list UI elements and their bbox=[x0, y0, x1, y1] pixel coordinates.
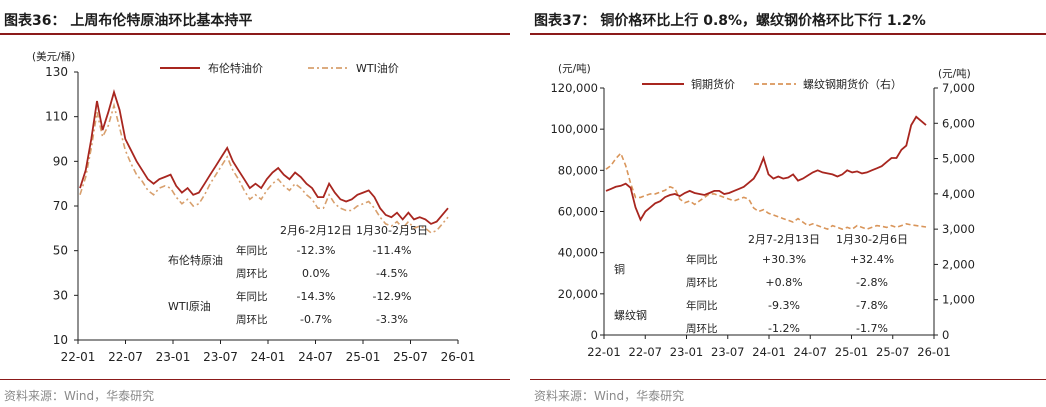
y-tick-label: 50 bbox=[53, 244, 68, 258]
table-cell: -2.8% bbox=[856, 276, 888, 289]
y-tick-label-left: 40,000 bbox=[558, 246, 598, 260]
x-tick-label: 25-07 bbox=[876, 345, 909, 359]
y-tick-label-right: 1,000 bbox=[942, 293, 975, 307]
copper-rebar-panel: 图表37： 铜价格环比上行 0.8%，螺纹钢价格环比下行 1.2% (元/吨)(… bbox=[530, 0, 1046, 407]
table-cell: -1.7% bbox=[856, 322, 888, 335]
x-tick-label: 23-07 bbox=[711, 345, 744, 359]
x-tick-label: 23-01 bbox=[670, 345, 703, 359]
legend-label-brent: 布伦特油价 bbox=[208, 61, 263, 75]
table-row-label: 年同比 bbox=[236, 290, 268, 303]
x-tick-label: 24-07 bbox=[794, 345, 827, 359]
x-tick-label: 23-07 bbox=[203, 350, 238, 364]
x-tick-label: 26-01 bbox=[917, 345, 950, 359]
y-axis-unit-left: (元/吨) bbox=[558, 62, 591, 75]
x-tick-label: 22-01 bbox=[587, 345, 620, 359]
oil-price-chart: (美元/桶) 10 30 50 70 90 110 130 22-01 22-07 23-01 23-… bbox=[32, 50, 476, 364]
table-period-header: 1月30-2月5日 bbox=[356, 224, 428, 237]
x-tick-label: 25-01 bbox=[346, 350, 381, 364]
x-tick-label: 23-01 bbox=[156, 350, 191, 364]
metal-price-chart: (元/吨) (元/吨) 0 20,000 40,000 60,000 80,000 100,0… bbox=[550, 62, 975, 359]
y-tick-label-left: 100,000 bbox=[550, 122, 598, 136]
legend-label-rebar: 螺纹钢期货价（右） bbox=[803, 77, 902, 91]
source-note: 资料来源：Wind，华泰研究 bbox=[4, 389, 155, 403]
chart-title: 图表37： 铜价格环比上行 0.8%，螺纹钢价格环比下行 1.2% bbox=[534, 13, 926, 29]
table-group-label: 铜 bbox=[614, 262, 625, 276]
y-axis-unit: (美元/桶) bbox=[32, 50, 75, 63]
table-cell: 0.0% bbox=[302, 267, 330, 280]
table-row-label: 年同比 bbox=[236, 244, 268, 257]
x-tick-label: 22-01 bbox=[61, 350, 96, 364]
x-tick-label: 25-01 bbox=[835, 345, 868, 359]
x-tick-label: 22-07 bbox=[629, 345, 662, 359]
table-cell: -12.9% bbox=[373, 290, 412, 303]
title-divider bbox=[0, 33, 510, 35]
table-period-header: 2月6-2月12日 bbox=[280, 224, 352, 237]
table-group-label: WTI原油 bbox=[168, 299, 211, 313]
brent-oil-panel: 图表36： 上周布伦特原油环比基本持平 (美元/桶) 10 30 50 70 90 110 1… bbox=[0, 0, 510, 407]
x-tick-label: 22-07 bbox=[108, 350, 143, 364]
table-row-label: 周环比 bbox=[686, 276, 718, 289]
y-tick-label-right: 4,000 bbox=[942, 187, 975, 201]
table-group-label: 布伦特原油 bbox=[168, 253, 223, 267]
y-tick-label-left: 20,000 bbox=[558, 287, 598, 301]
y-tick-label-right: 0 bbox=[942, 328, 949, 342]
table-period-header: 1月30-2月6日 bbox=[836, 233, 908, 246]
table-cell: -12.3% bbox=[297, 244, 336, 257]
chart-title: 图表36： 上周布伦特原油环比基本持平 bbox=[4, 13, 253, 29]
y-tick-label-right: 6,000 bbox=[942, 116, 975, 130]
footer-divider bbox=[530, 379, 1046, 380]
y-tick-label: 110 bbox=[45, 110, 68, 124]
y-tick-label: 130 bbox=[45, 65, 68, 79]
table-cell: +0.8% bbox=[765, 276, 802, 289]
x-tick-label: 24-07 bbox=[298, 350, 333, 364]
table-row-label: 周环比 bbox=[236, 267, 268, 280]
legend-label-wti: WTI油价 bbox=[356, 61, 399, 75]
y-tick-label: 90 bbox=[53, 154, 68, 168]
table-group-label: 螺纹钢 bbox=[614, 308, 647, 322]
x-tick-label: 24-01 bbox=[251, 350, 286, 364]
table-period-header: 2月7-2月13日 bbox=[748, 233, 820, 246]
y-tick-label-left: 120,000 bbox=[550, 81, 598, 95]
source-note: 资料来源：Wind，华泰研究 bbox=[534, 389, 685, 403]
y-axis-unit-right: (元/吨) bbox=[938, 67, 971, 80]
table-cell: -9.3% bbox=[768, 299, 800, 312]
y-tick-label: 30 bbox=[53, 288, 68, 302]
series-line-brent bbox=[79, 88, 449, 225]
y-tick-label: 10 bbox=[53, 333, 68, 347]
series-line-copper bbox=[605, 115, 927, 222]
x-tick-label: 24-01 bbox=[752, 345, 785, 359]
table-cell: -0.7% bbox=[300, 313, 332, 326]
table-cell: -11.4% bbox=[373, 244, 412, 257]
table-row-label: 周环比 bbox=[686, 322, 718, 335]
table-row-label: 年同比 bbox=[686, 299, 718, 312]
table-cell: -7.8% bbox=[856, 299, 888, 312]
table-row-label: 年同比 bbox=[686, 253, 718, 266]
table-cell: -14.3% bbox=[297, 290, 336, 303]
title-divider bbox=[530, 33, 1046, 35]
y-tick-label-right: 3,000 bbox=[942, 222, 975, 236]
y-tick-label-left: 0 bbox=[591, 328, 598, 342]
table-cell: +30.3% bbox=[762, 253, 806, 266]
table-cell: -3.3% bbox=[376, 313, 408, 326]
legend-label-copper: 铜期货价 bbox=[691, 77, 735, 91]
y-tick-label-left: 60,000 bbox=[558, 205, 598, 219]
table-cell: -1.2% bbox=[768, 322, 800, 335]
y-tick-label-right: 5,000 bbox=[942, 152, 975, 166]
footer-divider bbox=[0, 379, 510, 380]
table-cell: +32.4% bbox=[850, 253, 894, 266]
y-tick-label-right: 7,000 bbox=[942, 81, 975, 95]
x-tick-label: 25-07 bbox=[393, 350, 428, 364]
y-tick-label-left: 80,000 bbox=[558, 163, 598, 177]
y-tick-label: 70 bbox=[53, 199, 68, 213]
series-line-wti bbox=[79, 102, 449, 234]
y-tick-label-right: 2,000 bbox=[942, 257, 975, 271]
table-row-label: 周环比 bbox=[236, 313, 268, 326]
table-cell: -4.5% bbox=[376, 267, 408, 280]
x-tick-label: 26-01 bbox=[441, 350, 476, 364]
